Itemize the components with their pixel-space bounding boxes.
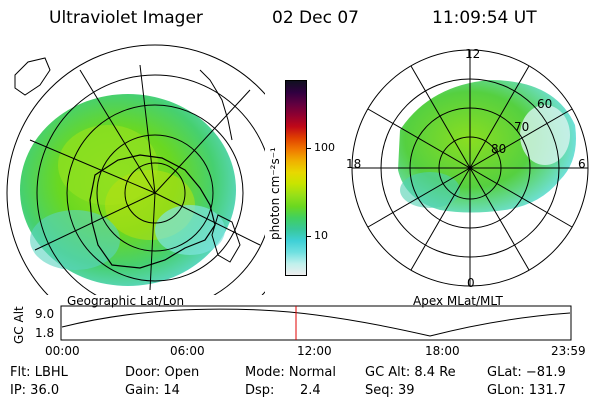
filter-info: Flt: LBHL xyxy=(10,365,68,380)
time-label: 11:09:54 UT xyxy=(432,8,537,28)
sequence-info: Seq: 39 xyxy=(365,383,415,398)
dsp-label: Dsp: xyxy=(245,383,275,398)
dsp-value: 2.4 xyxy=(300,383,321,398)
mlt-label-0: 0 xyxy=(467,276,475,290)
strip-ylabel: GC Alt xyxy=(12,306,26,344)
mlat-label-80: 80 xyxy=(491,142,507,156)
right-plot-caption: Apex MLat/MLT xyxy=(413,294,503,308)
mlt-label-18: 18 xyxy=(346,157,362,171)
geographic-image xyxy=(6,44,265,295)
altitude-strip xyxy=(60,305,572,341)
mode-info: Mode: Normal xyxy=(245,365,336,380)
strip-xtick: 12:00 xyxy=(297,344,332,358)
strip-xtick: 18:00 xyxy=(425,344,460,358)
colorbar-unit-label: photon cm⁻²s⁻¹ xyxy=(268,147,282,240)
left-plot-caption: Geographic Lat/Lon xyxy=(67,294,185,308)
date-label: 02 Dec 07 xyxy=(272,8,359,28)
gain-info: Gain: 14 xyxy=(125,383,180,398)
instrument-title: Ultraviolet Imager xyxy=(49,8,203,28)
ip-info: IP: 36.0 xyxy=(10,383,60,398)
colorbar-tick xyxy=(306,148,311,149)
strip-ytick: 1.8 xyxy=(35,326,55,340)
strip-ytick: 9.0 xyxy=(35,307,55,321)
mlat-label-70: 70 xyxy=(514,120,530,134)
strip-xtick: 00:00 xyxy=(45,344,80,358)
colorbar xyxy=(285,80,307,276)
door-info: Door: Open xyxy=(125,365,200,380)
colorbar-tick-label: 100 xyxy=(314,141,335,154)
strip-xtick: 06:00 xyxy=(170,344,205,358)
colorbar-tick-label: 10 xyxy=(314,229,328,242)
colorbar-gradient xyxy=(286,81,306,275)
mlat-label-60: 60 xyxy=(537,97,553,111)
strip-xtick: 23:59 xyxy=(551,344,586,358)
mlt-label-6: 6 xyxy=(578,157,586,171)
magnetic-polar-image xyxy=(351,49,589,287)
colorbar-tick xyxy=(306,236,311,237)
geo-longitude-info: GLon: 131.7 xyxy=(487,383,567,398)
geo-latitude-info: GLat: −81.9 xyxy=(487,365,566,380)
gc-altitude-info: GC Alt: 8.4 Re xyxy=(365,365,456,380)
mlt-label-12: 12 xyxy=(465,47,481,61)
